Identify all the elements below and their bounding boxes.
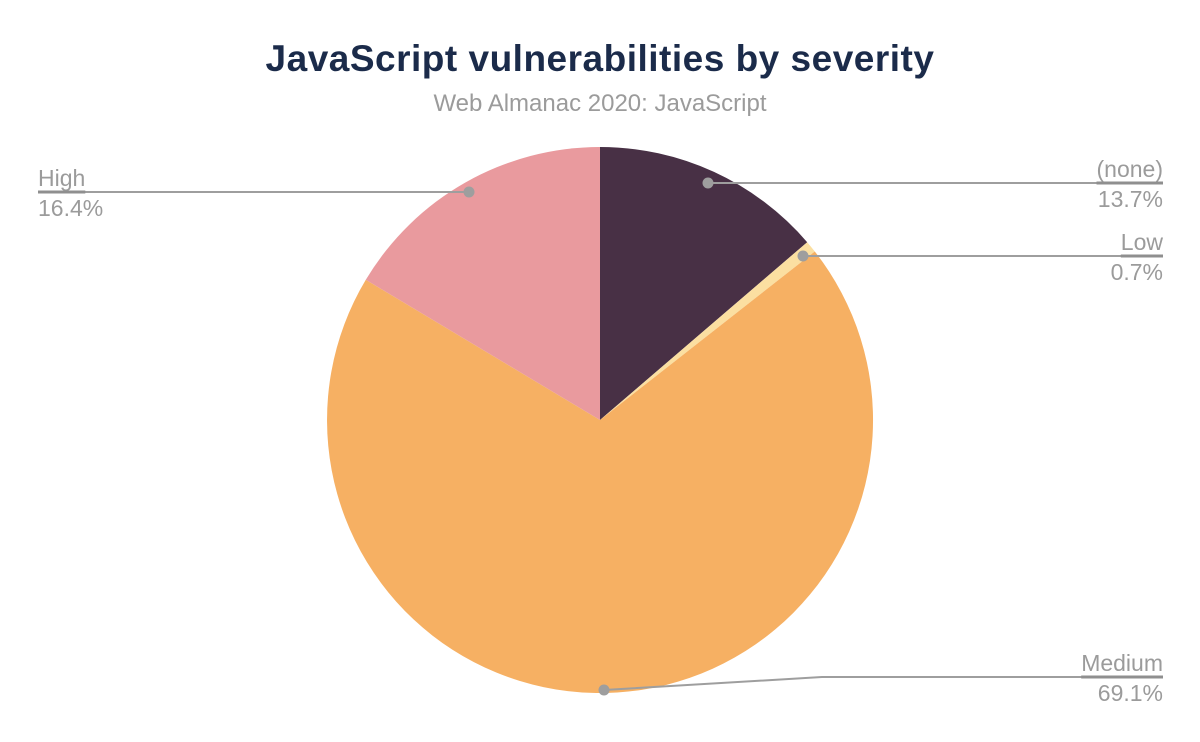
leader-dot — [797, 250, 809, 262]
slice-label: (none) — [1097, 156, 1163, 182]
pie-slice-high — [365, 147, 600, 420]
pie-slice-none — [600, 146, 808, 420]
leader-dot — [702, 177, 714, 189]
pie-slice-low — [600, 242, 815, 420]
slice-label: Low — [1121, 229, 1164, 255]
leader-dot — [463, 186, 475, 198]
slice-value: 16.4% — [38, 195, 103, 221]
slice-value: 0.7% — [1111, 259, 1163, 285]
pie-slice-medium — [327, 251, 874, 694]
slice-label: Medium — [1081, 650, 1163, 676]
leader-line — [603, 676, 1163, 691]
slice-value: 13.7% — [1098, 186, 1163, 212]
slice-value: 69.1% — [1098, 680, 1163, 706]
chart-subtitle: Web Almanac 2020: JavaScript — [433, 90, 767, 117]
leader-dot — [598, 684, 610, 696]
slice-label: High — [38, 165, 85, 191]
chart-title: JavaScript vulnerabilities by severity — [265, 38, 935, 79]
